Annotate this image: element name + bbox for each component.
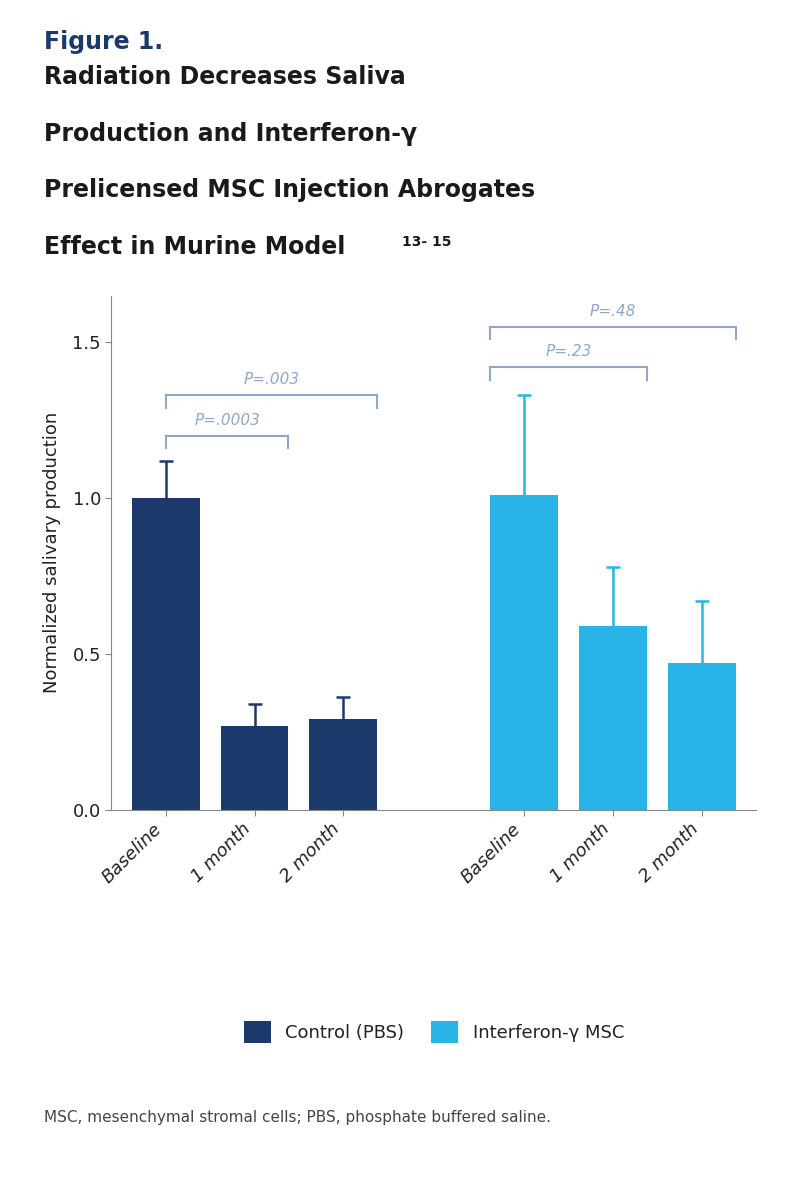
- Legend: Control (PBS), Interferon-γ MSC: Control (PBS), Interferon-γ MSC: [236, 1014, 631, 1051]
- Bar: [310, 720, 377, 810]
- Text: P=.003: P=.003: [244, 372, 299, 388]
- Bar: [579, 625, 647, 810]
- Bar: [490, 495, 558, 810]
- Text: P=.23: P=.23: [545, 344, 592, 359]
- Bar: [220, 726, 288, 810]
- Text: 13- 15: 13- 15: [402, 235, 451, 249]
- Text: P=.48: P=.48: [590, 304, 636, 319]
- Text: Effect in Murine Model: Effect in Murine Model: [44, 235, 345, 259]
- Text: Radiation Decreases Saliva: Radiation Decreases Saliva: [44, 65, 405, 89]
- Text: MSC, mesenchymal stromal cells; PBS, phosphate buffered saline.: MSC, mesenchymal stromal cells; PBS, pho…: [44, 1110, 551, 1125]
- Bar: [668, 663, 736, 810]
- Text: Figure 1.: Figure 1.: [44, 30, 163, 53]
- Y-axis label: Normalized salivary production: Normalized salivary production: [43, 413, 61, 693]
- Bar: [132, 498, 200, 810]
- Text: Prelicensed MSC Injection Abrogates: Prelicensed MSC Injection Abrogates: [44, 178, 535, 202]
- Text: P=.0003: P=.0003: [194, 413, 260, 428]
- Text: Production and Interferon-γ: Production and Interferon-γ: [44, 122, 417, 145]
